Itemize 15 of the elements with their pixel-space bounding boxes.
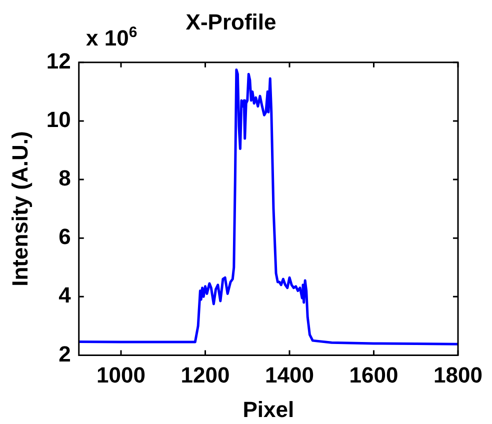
y-tick-label: 8 bbox=[58, 166, 71, 191]
y-tick-label: 2 bbox=[58, 341, 71, 366]
y-tick-label: 10 bbox=[46, 107, 71, 132]
chart-title: X-Profile bbox=[186, 9, 276, 34]
y-tick-label: 4 bbox=[58, 282, 72, 308]
x-tick-label: 1600 bbox=[349, 362, 398, 388]
x-tick-label: 1800 bbox=[434, 362, 482, 388]
x-tick-label: 1000 bbox=[96, 362, 146, 388]
x-axis-title: Pixel bbox=[242, 396, 294, 422]
y-axis-title: Intensity (A.U.) bbox=[7, 131, 32, 286]
x-tick-label: 1400 bbox=[265, 362, 314, 388]
y-tick-label: 12 bbox=[46, 48, 71, 74]
y-tick-label: 6 bbox=[58, 224, 71, 250]
text: x 10$^{6}$ bbox=[86, 24, 138, 52]
x-tick-label: 1200 bbox=[180, 362, 230, 388]
